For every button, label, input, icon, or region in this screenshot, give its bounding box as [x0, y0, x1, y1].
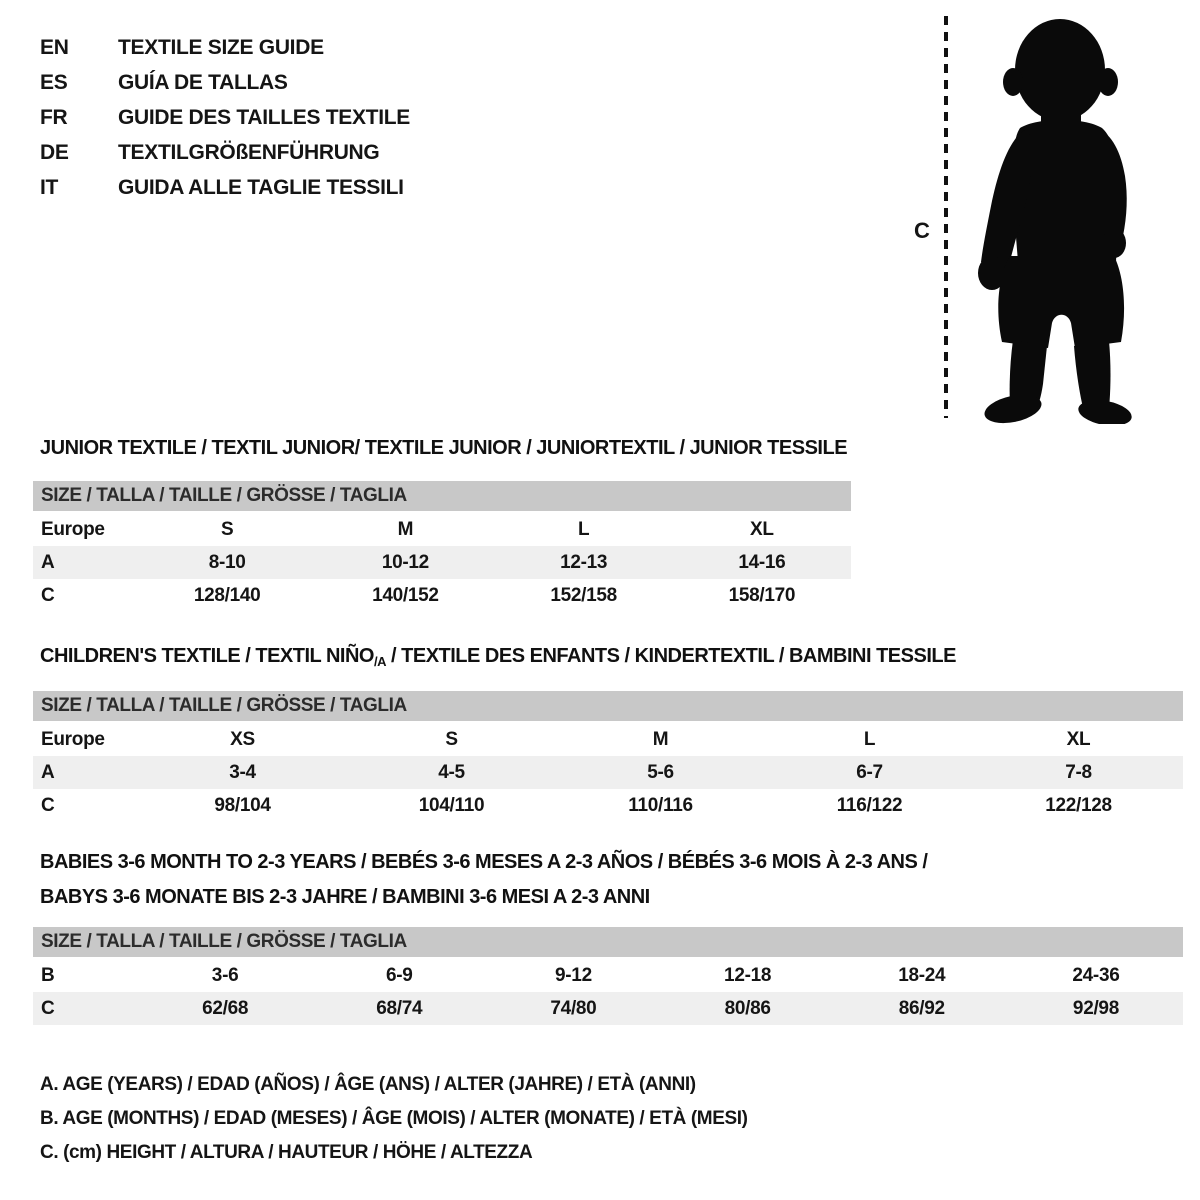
- row-label: C: [41, 794, 55, 816]
- table-cell: 98/104: [214, 794, 271, 816]
- table-row-height: C 62/68 68/74 74/80 80/86 86/92 92/98: [33, 992, 1183, 1025]
- table-cell: 10-12: [381, 551, 429, 573]
- column-header: M: [652, 728, 669, 750]
- column-header-region: Europe: [41, 518, 105, 540]
- table-cell: 110/116: [628, 794, 693, 816]
- table-cell: 12-18: [724, 964, 772, 986]
- legend-line-b: B. AGE (MONTHS) / EDAD (MESES) / ÂGE (MO…: [40, 1108, 748, 1129]
- table-cell: 6-9: [385, 964, 413, 986]
- column-header-region: Europe: [41, 728, 105, 750]
- table-cell: 3-4: [229, 761, 256, 783]
- table-row-height: C 128/140 140/152 152/158 158/170: [33, 579, 851, 612]
- table-cell: 3-6: [211, 964, 239, 986]
- language-code: ES: [40, 71, 68, 94]
- guide-title-fr: GUIDE DES TAILLES TEXTILE: [118, 106, 410, 129]
- table-cell: 18-24: [898, 964, 946, 986]
- babies-section-title-line1: BABIES 3-6 MONTH TO 2-3 YEARS / BEBÉS 3-…: [40, 851, 928, 873]
- babies-size-bar: SIZE / TALLA / TAILLE / GRÖSSE / TAGLIA: [33, 927, 1183, 957]
- table-cell: 24-36: [1072, 964, 1120, 986]
- language-code: IT: [40, 176, 59, 199]
- table-row-months: B 3-6 6-9 9-12 12-18 18-24 24-36: [33, 959, 1183, 992]
- children-title-sub: /A: [373, 654, 387, 669]
- children-section-title: CHILDREN'S TEXTILE / TEXTIL NIÑO/A / TEX…: [40, 645, 956, 669]
- guide-title-es: GUÍA DE TALLAS: [118, 71, 288, 94]
- table-cell: 6-7: [856, 761, 883, 783]
- children-title-post: / TEXTILE DES ENFANTS / KINDERTEXTIL / B…: [385, 645, 956, 667]
- table-cell: 122/128: [1045, 794, 1112, 816]
- column-header: XL: [1066, 728, 1091, 750]
- table-cell: 74/80: [550, 997, 597, 1019]
- children-title-pre: CHILDREN'S TEXTILE / TEXTIL NIÑO: [40, 645, 374, 667]
- guide-title-en: TEXTILE SIZE GUIDE: [118, 36, 324, 59]
- measure-label-c: C: [914, 218, 930, 243]
- children-size-bar: SIZE / TALLA / TAILLE / GRÖSSE / TAGLIA: [33, 691, 1183, 721]
- language-code: EN: [40, 36, 69, 59]
- row-label: B: [41, 964, 55, 986]
- junior-size-table: Europe S M L XL A 8-10 10-12 12-13 14-16…: [33, 513, 851, 612]
- table-cell: 86/92: [898, 997, 945, 1019]
- legend: A. AGE (YEARS) / EDAD (AÑOS) / ÂGE (ANS)…: [40, 1068, 748, 1170]
- column-header: S: [445, 728, 458, 750]
- size-bar-label: SIZE / TALLA / TAILLE / GRÖSSE / TAGLIA: [41, 695, 407, 716]
- table-cell: 14-16: [738, 551, 786, 573]
- legend-line-c: C. (cm) HEIGHT / ALTURA / HAUTEUR / HÖHE…: [40, 1142, 533, 1163]
- row-label: C: [41, 584, 55, 606]
- table-cell: 68/74: [376, 997, 423, 1019]
- column-header: S: [220, 518, 234, 540]
- table-header-row: Europe XS S M L XL: [33, 723, 1183, 756]
- language-title-list: EN TEXTILE SIZE GUIDE ES GUÍA DE TALLAS …: [40, 30, 410, 205]
- children-size-table: Europe XS S M L XL A 3-4 4-5 5-6 6-7 7-8…: [33, 723, 1183, 822]
- legend-line-a: A. AGE (YEARS) / EDAD (AÑOS) / ÂGE (ANS)…: [40, 1074, 696, 1095]
- junior-section-title: JUNIOR TEXTILE / TEXTIL JUNIOR/ TEXTILE …: [40, 437, 848, 459]
- table-cell: 5-6: [647, 761, 674, 783]
- babies-size-table: B 3-6 6-9 9-12 12-18 18-24 24-36 C 62/68…: [33, 959, 1183, 1025]
- table-cell: 116/122: [836, 794, 903, 816]
- babies-section-title-line2: BABYS 3-6 MONATE BIS 2-3 JAHRE / BAMBINI…: [40, 886, 650, 908]
- language-row-fr: FR GUIDE DES TAILLES TEXTILE: [40, 100, 410, 135]
- table-header-row: Europe S M L XL: [33, 513, 851, 546]
- language-row-it: IT GUIDA ALLE TAGLIE TESSILI: [40, 170, 410, 205]
- table-row-age: A 3-4 4-5 5-6 6-7 7-8: [33, 756, 1183, 789]
- toddler-silhouette-image: [978, 19, 1132, 424]
- height-measure-dashed-line: [944, 16, 948, 418]
- guide-title-de: TEXTILGRÖßENFÜHRUNG: [118, 141, 380, 164]
- column-header: XL: [750, 518, 774, 540]
- table-row-age: A 8-10 10-12 12-13 14-16: [33, 546, 851, 579]
- junior-size-bar: SIZE / TALLA / TAILLE / GRÖSSE / TAGLIA: [33, 481, 851, 511]
- guide-title-it: GUIDA ALLE TAGLIE TESSILI: [118, 176, 404, 199]
- size-bar-label: SIZE / TALLA / TAILLE / GRÖSSE / TAGLIA: [41, 931, 407, 952]
- table-cell: 140/152: [372, 584, 439, 606]
- table-row-height: C 98/104 104/110 110/116 116/122 122/128: [33, 789, 1183, 822]
- language-row-de: DE TEXTILGRÖßENFÜHRUNG: [40, 135, 410, 170]
- language-code: DE: [40, 141, 69, 164]
- table-cell: 12-13: [560, 551, 608, 573]
- row-label: A: [41, 551, 55, 573]
- table-cell: 9-12: [555, 964, 592, 986]
- table-cell: 62/68: [202, 997, 249, 1019]
- table-cell: 152/158: [550, 584, 617, 606]
- table-cell: 7-8: [1065, 761, 1092, 783]
- table-cell: 92/98: [1072, 997, 1119, 1019]
- language-row-en: EN TEXTILE SIZE GUIDE: [40, 30, 410, 65]
- table-cell: 104/110: [418, 794, 485, 816]
- size-bar-label: SIZE / TALLA / TAILLE / GRÖSSE / TAGLIA: [41, 485, 407, 506]
- table-cell: 128/140: [193, 584, 261, 606]
- row-label: C: [41, 997, 55, 1019]
- column-header: L: [863, 728, 876, 750]
- table-cell: 8-10: [208, 551, 246, 573]
- table-cell: 80/86: [724, 997, 771, 1019]
- table-cell: 158/170: [728, 584, 796, 606]
- column-header: XS: [230, 728, 255, 750]
- column-header: M: [397, 518, 414, 540]
- row-label: A: [41, 761, 55, 783]
- table-cell: 4-5: [438, 761, 465, 783]
- language-row-es: ES GUÍA DE TALLAS: [40, 65, 410, 100]
- language-code: FR: [40, 106, 68, 129]
- column-header: L: [577, 518, 590, 540]
